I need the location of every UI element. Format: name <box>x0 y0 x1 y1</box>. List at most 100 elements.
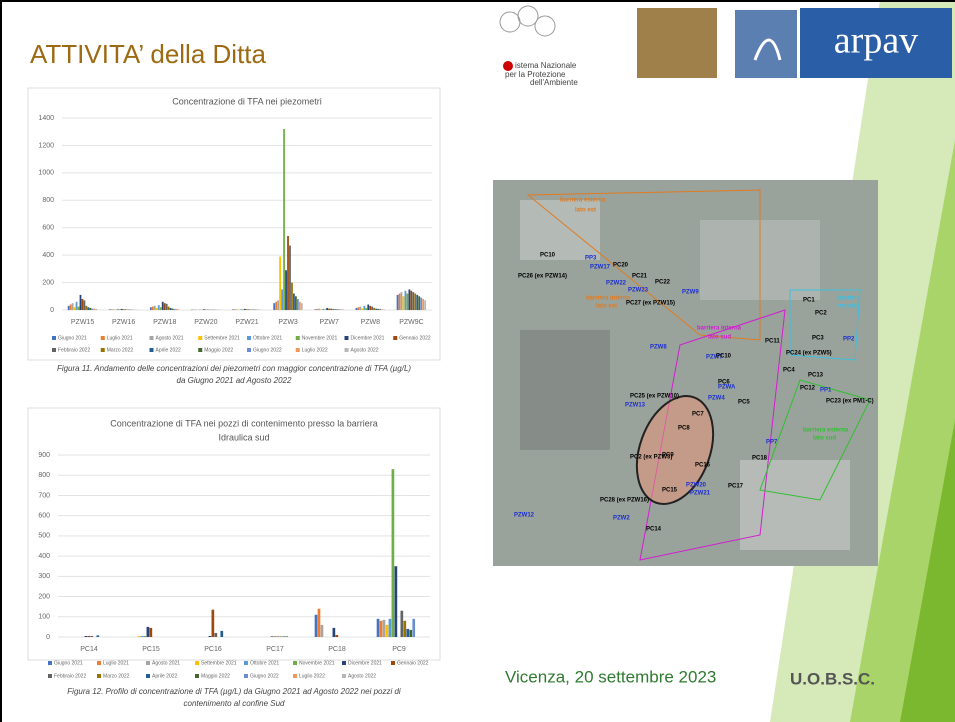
bar <box>408 289 410 310</box>
bar <box>283 129 285 310</box>
legend-label: Aprile 2022 <box>156 347 182 353</box>
bar <box>363 306 365 310</box>
bar <box>95 309 97 310</box>
bar <box>336 309 338 310</box>
bar <box>232 309 234 310</box>
footer-unit: U.O.B.S.C. <box>790 669 875 688</box>
map-label: barriera <box>838 296 861 302</box>
y-tick-label: 1400 <box>38 115 54 122</box>
bar <box>321 625 324 637</box>
bar <box>144 636 147 637</box>
map-label: PC27 (ex PZW15) <box>626 301 675 307</box>
slide: ATTIVITA’ della Ditta istema Nazionale p… <box>0 0 955 722</box>
y-tick-label: 100 <box>38 614 50 621</box>
bar <box>162 302 164 310</box>
bar <box>285 270 287 310</box>
bar <box>403 296 405 310</box>
x-tick-label: PC16 <box>204 646 222 653</box>
map-label: PZW20 <box>686 483 707 489</box>
y-tick-label: 600 <box>42 225 54 232</box>
bar <box>141 636 144 637</box>
map-label: PZW4 <box>708 396 725 402</box>
bar <box>386 625 389 637</box>
x-tick-label: PZW7 <box>319 319 339 326</box>
bar <box>418 296 420 310</box>
legend-swatch <box>345 348 349 352</box>
bar <box>371 307 373 310</box>
legend-label: Luglio 2021 <box>103 660 129 666</box>
bar <box>242 309 244 310</box>
map-label: lato sud <box>813 436 836 442</box>
map-label: PC14 <box>646 527 662 533</box>
bar <box>244 309 246 310</box>
map-label: PC23 (ex PM1-C) <box>826 399 874 405</box>
x-tick-label: PZW8 <box>361 319 381 326</box>
legend-swatch <box>345 336 349 340</box>
bar <box>248 309 250 310</box>
map-label: PC3 <box>812 336 824 342</box>
map-label: barriera esterna <box>803 428 849 434</box>
y-tick-label: 200 <box>42 279 54 286</box>
bar <box>333 628 336 637</box>
bar <box>89 308 91 310</box>
legend-swatch <box>195 674 199 678</box>
bar <box>316 309 318 310</box>
legend-swatch <box>247 348 251 352</box>
bar <box>416 295 418 310</box>
bar <box>318 609 321 637</box>
bar <box>410 291 412 310</box>
y-tick-label: 1200 <box>38 142 54 149</box>
bar <box>74 307 76 310</box>
legend-label: Marzo 2022 <box>103 673 130 679</box>
bar <box>203 309 205 310</box>
bar <box>328 309 330 310</box>
map-label: PP1 <box>820 388 832 394</box>
x-tick-label: PC15 <box>142 646 160 653</box>
bar <box>397 295 399 310</box>
legend-swatch <box>293 674 297 678</box>
bar <box>401 292 403 310</box>
bar <box>76 302 78 310</box>
bar <box>93 309 95 310</box>
bar <box>178 309 180 310</box>
chart-title: Concentrazione di TFA nei piezometri <box>172 96 321 106</box>
map-label: PC2 (ex PZW3) <box>630 455 672 461</box>
bar <box>96 635 99 637</box>
y-tick-label: 1000 <box>38 170 54 177</box>
bar <box>338 309 340 310</box>
legend-label: Giugno 2022 <box>253 347 282 353</box>
bar <box>314 309 316 310</box>
legend-swatch <box>247 336 251 340</box>
bar <box>383 620 386 637</box>
legend-swatch <box>244 661 248 665</box>
bar <box>273 303 275 310</box>
bar <box>156 308 158 310</box>
map-label: PC4 <box>783 368 795 374</box>
map-label: PZW21 <box>690 491 711 497</box>
legend-label: Novembre 2021 <box>302 335 338 341</box>
y-tick-label: 700 <box>38 492 50 499</box>
logo-text: dell'Ambiente <box>530 78 578 87</box>
map-label: PZWA <box>718 385 736 391</box>
map-label: PC18 <box>752 456 768 462</box>
y-tick-label: 200 <box>38 593 50 600</box>
logo-text: istema Nazionale <box>515 61 577 70</box>
footer-date: Vicenza, 20 settembre 2023 <box>505 667 716 686</box>
bar <box>279 257 281 310</box>
bar <box>147 627 150 637</box>
map-label: PC8 <box>678 426 690 432</box>
bar <box>392 469 395 637</box>
legend-swatch <box>296 336 300 340</box>
bar <box>293 294 295 310</box>
map-label: PC15 <box>662 488 678 494</box>
map-label: lato est <box>596 304 617 310</box>
map-label: PZW17 <box>590 265 611 271</box>
bar <box>395 566 398 637</box>
legend-swatch <box>198 336 202 340</box>
chart-title: Concentrazione di TFA nei pozzi di conte… <box>110 418 377 428</box>
bar <box>85 636 88 637</box>
map-label: PC16 <box>695 463 711 469</box>
legend-label: Agosto 2022 <box>348 673 376 679</box>
title: ATTIVITA’ della Ditta <box>30 39 267 69</box>
bar <box>160 307 162 310</box>
